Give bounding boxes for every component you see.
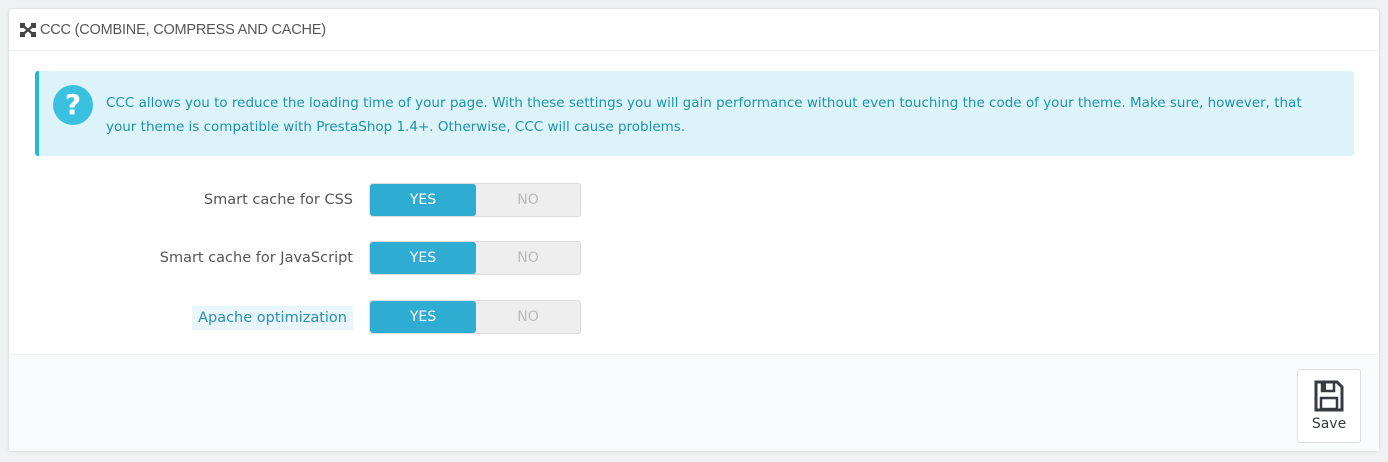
setting-row-apache: Apache optimization YES NO: [9, 300, 1379, 334]
panel-header: CCC (COMBINE, COMPRESS AND CACHE): [9, 9, 1379, 51]
save-label: Save: [1311, 416, 1347, 432]
no-option[interactable]: NO: [517, 309, 539, 325]
no-option[interactable]: NO: [517, 250, 539, 266]
arrows-expand-icon: [20, 22, 36, 37]
yes-option[interactable]: YES: [370, 301, 476, 333]
floppy-disk-icon: [1314, 380, 1344, 412]
css-cache-switch[interactable]: YES NO: [369, 183, 581, 217]
alert-text: CCC allows you to reduce the loading tim…: [106, 95, 1302, 135]
panel-footer: Save: [9, 354, 1379, 451]
yes-option[interactable]: YES: [370, 184, 476, 216]
js-cache-switch[interactable]: YES NO: [369, 241, 581, 275]
setting-label: Smart cache for JavaScript: [159, 250, 353, 266]
setting-row-css: Smart cache for CSS YES NO: [9, 183, 1379, 217]
setting-label: Apache optimization: [192, 306, 353, 330]
setting-row-js: Smart cache for JavaScript YES NO: [9, 241, 1379, 275]
question-circle-icon: ?: [53, 85, 93, 125]
ccc-panel: CCC (COMBINE, COMPRESS AND CACHE) ? CCC …: [8, 8, 1380, 451]
setting-label: Smart cache for CSS: [203, 192, 353, 208]
no-option[interactable]: NO: [517, 192, 539, 208]
apache-optimization-switch[interactable]: YES NO: [369, 300, 581, 334]
yes-option[interactable]: YES: [370, 242, 476, 274]
panel-title: CCC (COMBINE, COMPRESS AND CACHE): [40, 21, 326, 38]
save-button[interactable]: Save: [1297, 369, 1361, 443]
info-alert: ? CCC allows you to reduce the loading t…: [35, 71, 1354, 156]
